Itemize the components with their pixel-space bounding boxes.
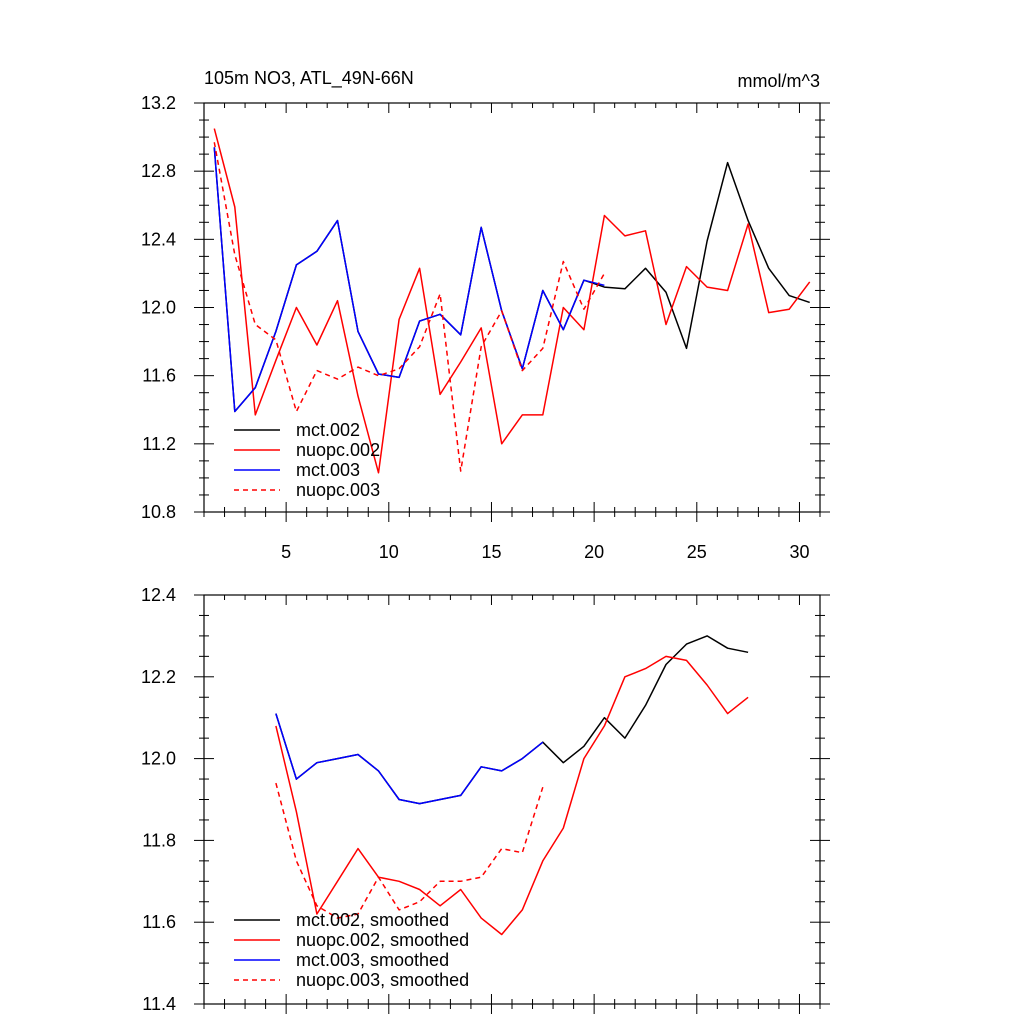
x-tick-label: 30 [789, 542, 809, 562]
y-tick-label: 12.0 [141, 298, 176, 318]
y-tick-label: 11.6 [142, 912, 176, 932]
y-tick-label: 13.2 [141, 93, 176, 113]
series-line-2 [213, 147, 605, 413]
y-tick-label: 11.4 [142, 994, 176, 1014]
legend-label: nuopc.002 [296, 440, 380, 460]
legend-label: mct.003 [296, 460, 360, 480]
x-tick-label: 5 [281, 542, 291, 562]
y-tick-label: 12.8 [141, 161, 176, 181]
x-tick-label: 15 [481, 542, 501, 562]
top-ticks: 5 10 15 20 25 30 10.8 11.2 11.6 12.0 12.4 12.8 13.2 [141, 93, 830, 562]
top-series-lines [213, 128, 811, 474]
series-line-0 [213, 147, 810, 413]
legend-label: nuopc.002, smoothed [296, 930, 469, 950]
y-tick-label: 11.2 [142, 434, 176, 454]
y-tick-label: 12.4 [141, 229, 176, 249]
legend-label: mct.002 [296, 420, 360, 440]
legend-label: mct.003, smoothed [296, 950, 449, 970]
legend-label: nuopc.003, smoothed [296, 970, 469, 990]
y-tick-label: 11.8 [142, 830, 176, 850]
series-line-2 [275, 713, 544, 805]
series-line-3 [275, 782, 544, 919]
legend-label: nuopc.003 [296, 480, 380, 500]
bottom-series-lines [275, 635, 749, 936]
bottom-panel: 11.4 11.6 11.8 12.0 12.2 12.4 mct.002, smooth… [141, 585, 830, 1014]
x-tick-label: 25 [687, 542, 707, 562]
y-tick-label: 11.6 [142, 366, 176, 386]
y-tick-label: 12.2 [141, 667, 176, 687]
x-tick-label: 10 [379, 542, 399, 562]
y-tick-label: 10.8 [141, 502, 176, 522]
top-panel: 105m NO3, ATL_49N-66N mmol/m^3 5 10 15 20 25… [141, 68, 830, 562]
y-tick-label: 12.4 [141, 585, 176, 605]
bottom-ticks: 11.4 11.6 11.8 12.0 12.2 12.4 [141, 585, 830, 1014]
x-tick-label: 20 [584, 542, 604, 562]
legend-label: mct.002, smoothed [296, 910, 449, 930]
chart-title: 105m NO3, ATL_49N-66N [204, 68, 414, 89]
series-line-0 [275, 635, 749, 805]
units-label: mmol/m^3 [738, 71, 820, 91]
y-tick-label: 12.0 [141, 749, 176, 769]
series-line-3 [213, 142, 606, 472]
series-line-1 [275, 655, 749, 936]
series-line-1 [213, 128, 811, 474]
